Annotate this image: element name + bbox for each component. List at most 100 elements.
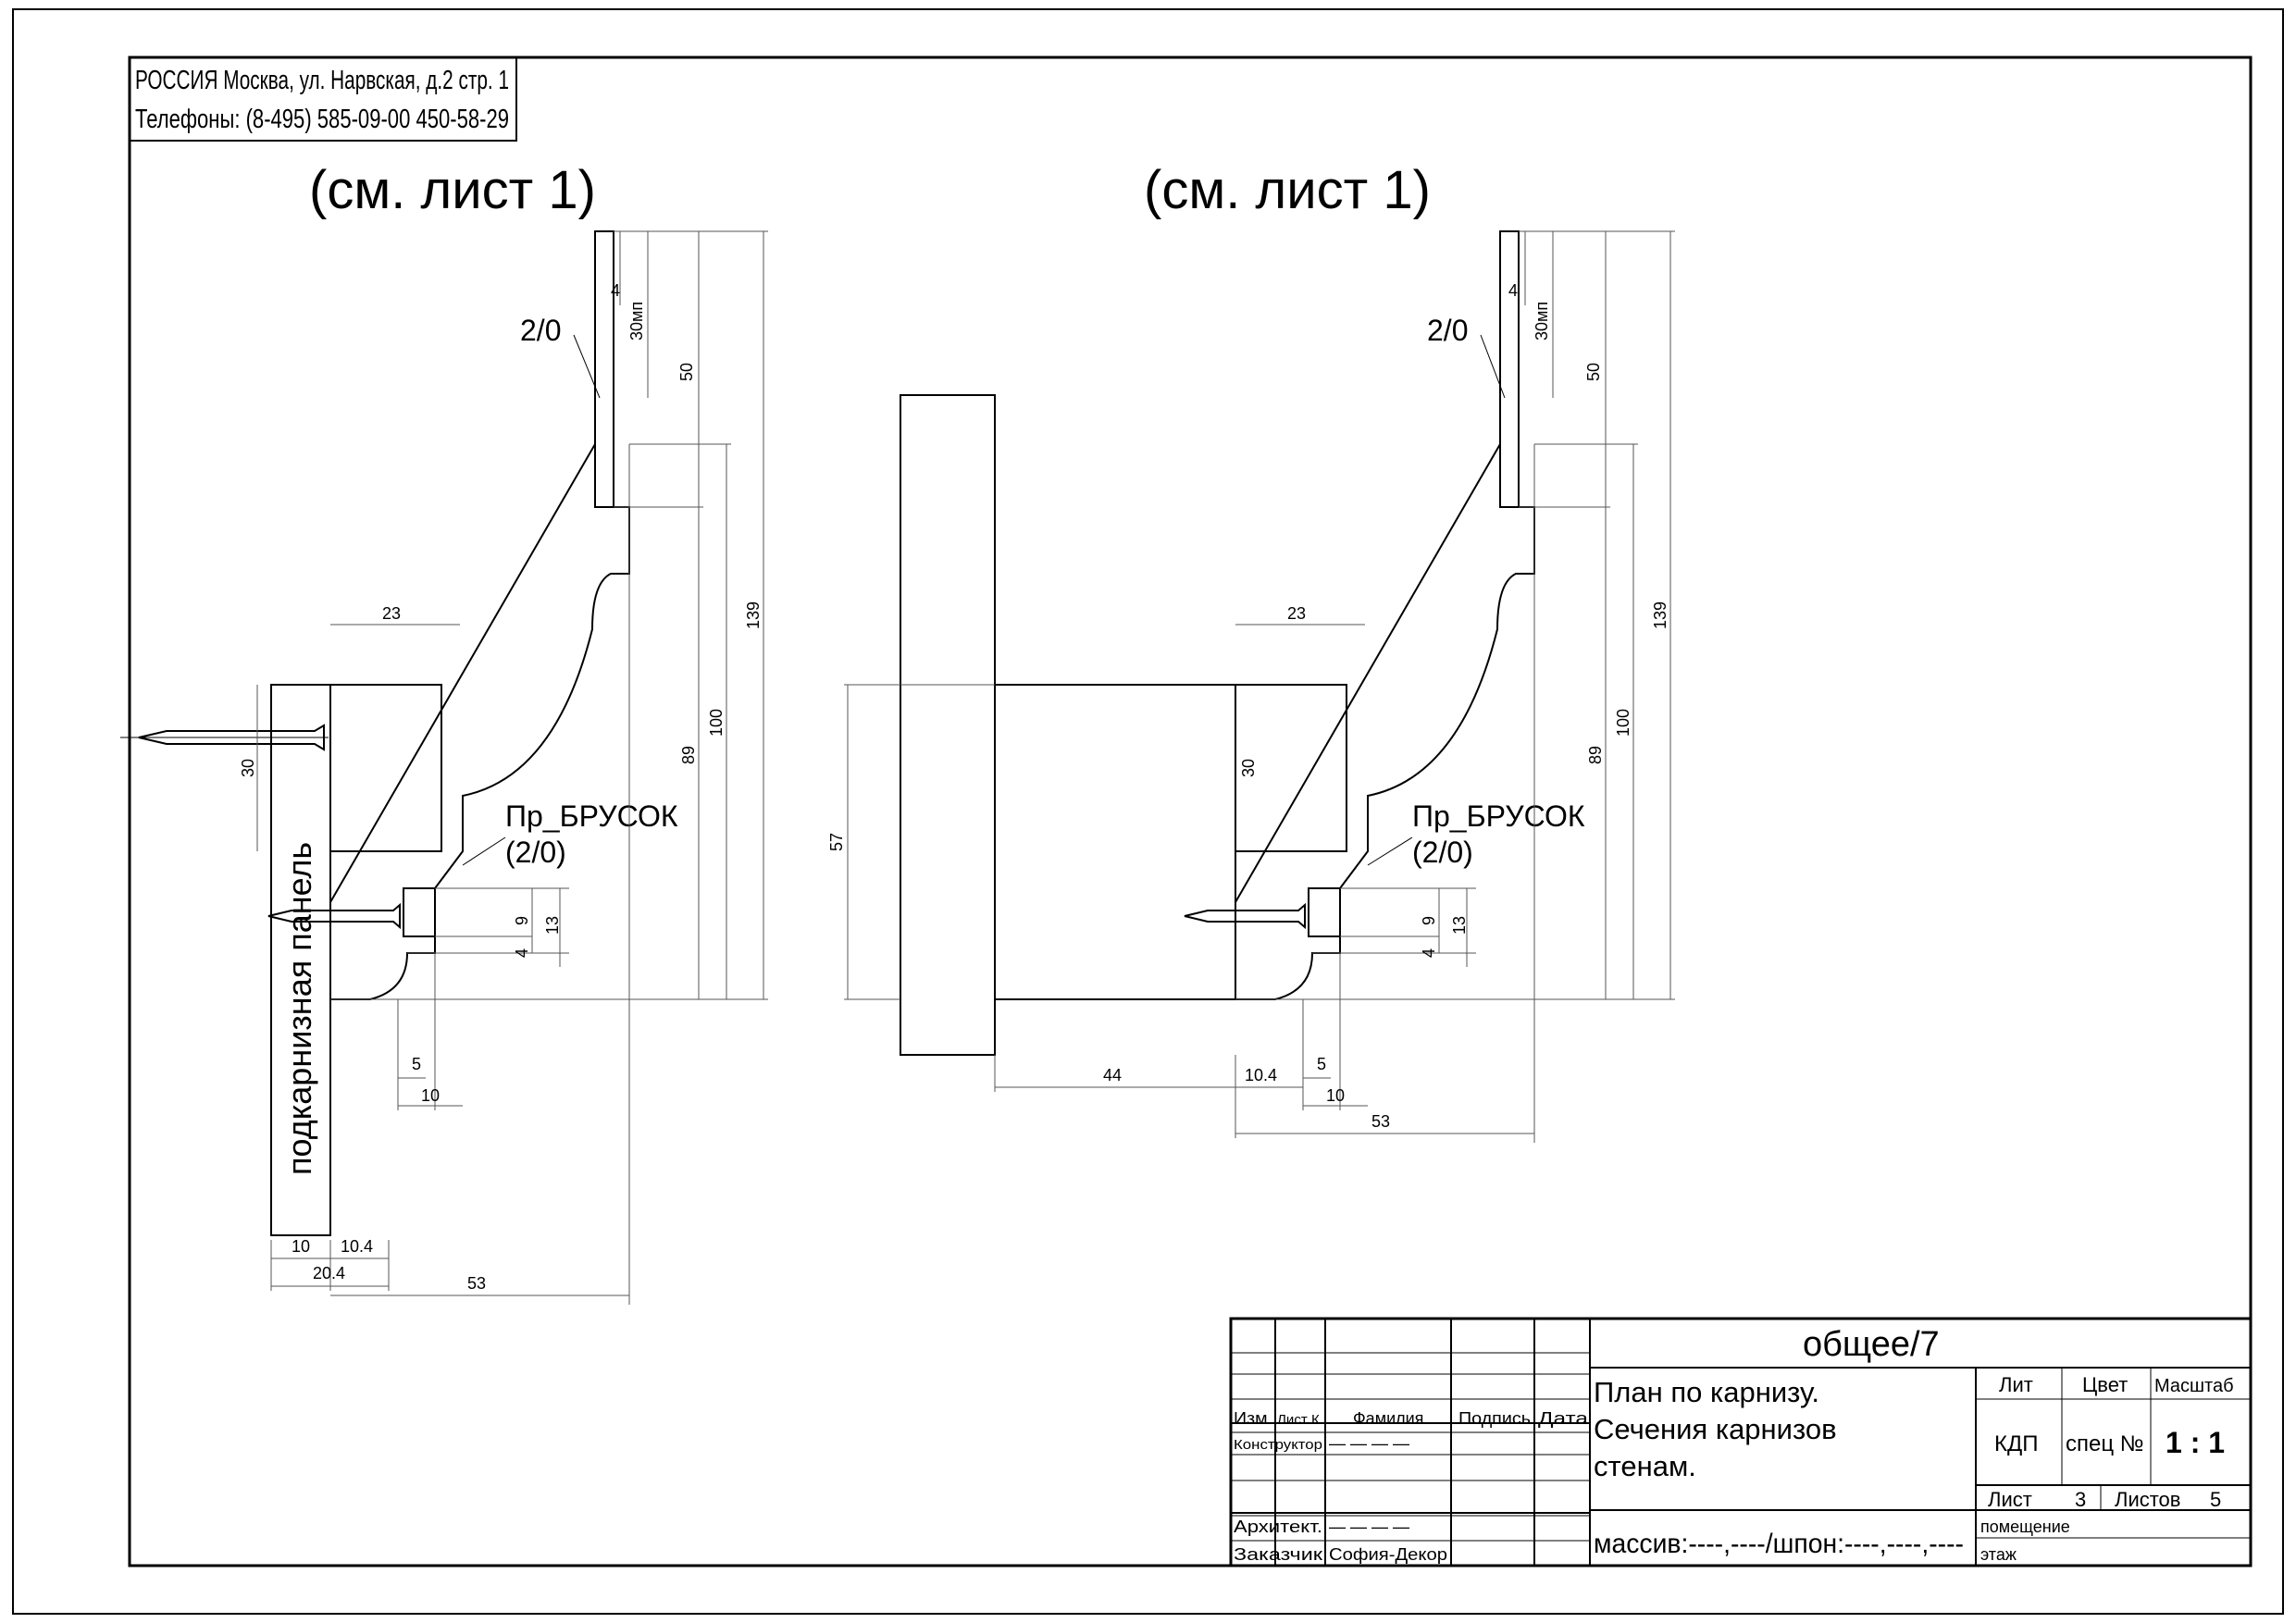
left-dim-4b: 4 [513, 948, 531, 958]
left-dim-50: 50 [677, 363, 696, 381]
color-value: спец № [2066, 1431, 2144, 1456]
left-bar-label-1: Пр_БРУСОК [505, 799, 678, 833]
right-bar-block [1308, 887, 1341, 937]
sheet-value: 3 [2075, 1488, 2086, 1511]
room-label: помещение [1980, 1518, 2070, 1536]
right-dim-57: 57 [827, 833, 846, 851]
right-top-board [1499, 230, 1520, 508]
material-line: массив:----,----/шпон:----,----,---- [1594, 1529, 1964, 1559]
sheet-label: Лист [1988, 1488, 2032, 1511]
right-material-label: 2/0 [1427, 314, 1468, 347]
hdr-family: Фамилия [1353, 1409, 1423, 1428]
right-dim-30: 30 [1239, 759, 1258, 777]
hdr-list: Лист К. [1277, 1412, 1323, 1428]
hdr-sign: Подпись [1458, 1409, 1531, 1428]
right-bar-label-2: (2/0) [1412, 836, 1473, 869]
hdr-izm: Изм. [1234, 1409, 1272, 1428]
right-leader-bar [1367, 836, 1413, 866]
left-screw-bottom [267, 902, 401, 930]
sheets-value: 5 [2210, 1488, 2221, 1511]
left-top-board [594, 230, 614, 508]
right-dim-5: 5 [1317, 1055, 1326, 1073]
left-dim-20-4: 20.4 [313, 1264, 345, 1282]
left-section: (см. лист 1) подкарнизная панель 2/0 Пр_… [120, 160, 768, 1305]
company-address: РОССИЯ Москва, ул. Нарвская, д.2 стр. 1 [135, 66, 509, 95]
right-dim-30mp: 30мп [1533, 302, 1551, 341]
left-wall-block [329, 684, 442, 852]
inner-frame [128, 56, 2253, 1567]
right-dim-53: 53 [1371, 1112, 1390, 1131]
right-small-dims [994, 444, 1535, 1143]
left-dim-23: 23 [382, 604, 401, 623]
left-ref-title: (см. лист 1) [309, 160, 596, 220]
left-dim-4: 4 [611, 281, 620, 300]
role-designer: Конструктор [1234, 1437, 1322, 1453]
left-dim-53: 53 [467, 1274, 486, 1293]
sheets-label: Листов [2115, 1488, 2180, 1511]
right-dim-89: 89 [1586, 746, 1605, 764]
outer-frame [12, 8, 2284, 1615]
right-brick-wall [900, 394, 996, 1056]
right-dim-4b: 4 [1420, 948, 1438, 958]
left-dim-10b: 10 [292, 1237, 310, 1256]
left-dim-30: 30 [239, 759, 257, 777]
col-lit: Лит [1999, 1373, 2033, 1396]
left-panel-label: подкарнизная панель [280, 842, 318, 1175]
right-dim-23: 23 [1287, 604, 1306, 623]
title-block: Изм. Лист К. Фамилия Подпись Дата Констр… [1229, 1317, 2253, 1567]
left-dim-5: 5 [412, 1055, 421, 1073]
hdr-date: Дата [1538, 1409, 1589, 1428]
right-dim-13: 13 [1450, 916, 1469, 935]
right-ref-title: (см. лист 1) [1144, 160, 1431, 220]
left-dim-89: 89 [679, 746, 698, 764]
left-dim-30mp: 30мп [627, 302, 646, 341]
left-material-label: 2/0 [520, 314, 561, 347]
drawing-title-2: Сечения карнизов [1594, 1413, 1837, 1445]
lit-value: КДП [1994, 1431, 2038, 1456]
role-architect-name: — — — — [1329, 1518, 1409, 1536]
role-architect: Архитект. [1234, 1518, 1322, 1536]
right-inner-block [1235, 684, 1347, 852]
left-leader-bar [462, 836, 506, 866]
right-screw [1184, 902, 1306, 930]
col-scale: Масштаб [2154, 1376, 2234, 1396]
left-cornice-profile [329, 230, 630, 1000]
left-bar-label-2: (2/0) [505, 836, 566, 869]
left-dim-100: 100 [707, 709, 726, 737]
drawing-code: общее/7 [1803, 1325, 1940, 1364]
role-customer-name: София-Декор [1329, 1545, 1447, 1564]
drawing-title-1: План по карнизу. [1594, 1376, 1819, 1408]
left-screw-top [138, 724, 325, 751]
col-color: Цвет [2082, 1373, 2128, 1396]
role-customer: Заказчик [1234, 1545, 1322, 1564]
right-leader-material [1480, 334, 1506, 399]
right-section: (см. лист 1) 2/0 Пр_БРУСОК (2/0) 4 [827, 160, 1675, 1143]
right-dim-50: 50 [1584, 363, 1603, 381]
left-vertical-dims [330, 230, 768, 1000]
drawing-title-3: стенам. [1594, 1450, 1696, 1482]
company-phones: Телефоны: (8-495) 585-09-00 450-58-29 [135, 105, 509, 134]
left-dim-10: 10 [421, 1086, 440, 1105]
scale-value: 1 : 1 [2166, 1426, 2225, 1459]
right-dim-10: 10 [1326, 1086, 1345, 1105]
right-dim-4: 4 [1508, 281, 1518, 300]
right-dim-9: 9 [1420, 916, 1438, 925]
right-dim-10-4: 10.4 [1245, 1066, 1277, 1084]
left-dim-10-4: 10.4 [341, 1237, 373, 1256]
right-vertical-dims [1235, 230, 1675, 1000]
left-dim-9: 9 [513, 916, 531, 925]
left-bar-block [403, 887, 436, 937]
right-dim-44: 44 [1103, 1066, 1122, 1084]
right-wall-block [994, 684, 1236, 1000]
right-bar-label-1: Пр_БРУСОК [1412, 799, 1585, 833]
left-small-dims [270, 444, 630, 1305]
company-stamp: РОССИЯ Москва, ул. Нарвская, д.2 стр. 1 … [129, 56, 517, 142]
left-leader-material [573, 334, 601, 399]
right-cornice-profile [1235, 230, 1535, 1000]
right-dim-100: 100 [1614, 709, 1632, 737]
right-dim-139: 139 [1651, 601, 1669, 629]
floor-label: этаж [1980, 1545, 2017, 1564]
left-dim-13: 13 [543, 916, 562, 935]
role-designer-name: — — — — [1329, 1434, 1409, 1453]
